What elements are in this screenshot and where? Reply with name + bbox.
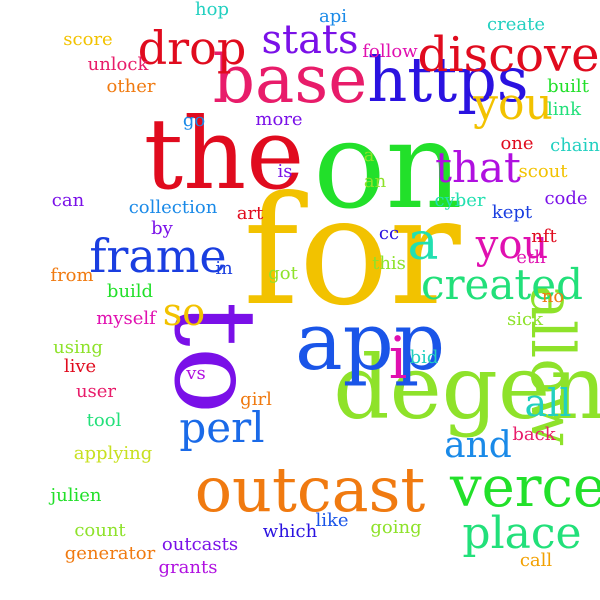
cloud-word: on bbox=[313, 97, 463, 236]
cloud-word: collection bbox=[128, 197, 218, 218]
cloud-word: discover bbox=[417, 27, 600, 83]
cloud-word: drop bbox=[137, 21, 247, 75]
cloud-word: unlock bbox=[87, 54, 149, 75]
cloud-word: code bbox=[544, 188, 588, 209]
cloud-word: grants bbox=[158, 557, 218, 578]
cloud-word: like bbox=[315, 510, 349, 531]
cloud-word: the bbox=[143, 98, 305, 212]
cloud-word: live bbox=[63, 356, 97, 377]
cloud-word: art bbox=[236, 203, 264, 224]
cloud-word: all bbox=[524, 381, 572, 425]
cloud-word: eth bbox=[516, 247, 546, 268]
cloud-word: stats bbox=[261, 17, 359, 63]
cloud-word: julien bbox=[50, 485, 102, 506]
cloud-word: create bbox=[487, 14, 545, 35]
cloud-word: api bbox=[318, 6, 348, 27]
cloud-word: user bbox=[75, 381, 117, 402]
cloud-word: go bbox=[182, 110, 206, 131]
cloud-word: using bbox=[53, 337, 103, 358]
cloud-word: verce bbox=[449, 455, 600, 520]
cloud-word: is bbox=[277, 161, 293, 182]
cloud-word: and bbox=[444, 425, 512, 466]
cloud-word: hop bbox=[195, 0, 229, 20]
cloud-word: that bbox=[435, 143, 521, 192]
cloud-word: a bbox=[407, 212, 439, 272]
cloud-word: app bbox=[294, 295, 446, 388]
cloud-word: nft bbox=[531, 226, 557, 247]
cloud-word: follow bbox=[362, 41, 418, 62]
cloud-word: going bbox=[370, 517, 422, 538]
cloud-word: myself bbox=[96, 308, 156, 329]
cloud-word: scout bbox=[518, 161, 568, 182]
cloud-word: one bbox=[500, 133, 534, 154]
cloud-word: an bbox=[363, 171, 387, 192]
cloud-word: perl bbox=[179, 403, 265, 452]
cloud-word: can bbox=[51, 190, 85, 211]
cloud-word: a bbox=[363, 145, 375, 166]
cloud-word: generator bbox=[64, 543, 156, 564]
cloud-word: https bbox=[367, 43, 529, 116]
cloud-word: vs bbox=[186, 363, 206, 384]
cloud-word: degen bbox=[333, 336, 600, 439]
cloud-word: base bbox=[212, 41, 368, 118]
cloud-word: cyber bbox=[434, 190, 486, 211]
cloud-word: created bbox=[420, 260, 584, 309]
cloud-word: bid bbox=[409, 347, 439, 368]
cloud-word: i bbox=[388, 324, 408, 392]
cloud-word: kept bbox=[491, 202, 533, 223]
cloud-word: call bbox=[519, 550, 553, 571]
cloud-word: from bbox=[50, 265, 94, 286]
cloud-word: back bbox=[512, 424, 556, 445]
cloud-word: applying bbox=[73, 443, 153, 464]
cloud-word: score bbox=[63, 29, 113, 50]
cloud-word: link bbox=[546, 99, 582, 120]
cloud-word: in bbox=[215, 258, 233, 279]
cloud-word: outcast bbox=[194, 453, 426, 526]
cloud-word: for bbox=[243, 165, 461, 339]
cloud-word: which bbox=[262, 521, 318, 542]
cloud-word: count bbox=[74, 520, 126, 541]
cloud-word: so bbox=[162, 290, 206, 334]
cloud-word: girl bbox=[240, 389, 272, 410]
cloud-word: got bbox=[268, 263, 298, 284]
cloud-word: more bbox=[255, 109, 303, 130]
cloud-word: you bbox=[473, 79, 553, 130]
cloud-word: sick bbox=[507, 309, 543, 330]
cloud-word: other bbox=[106, 76, 156, 97]
cloud-word: cc bbox=[378, 223, 400, 244]
cloud-word: outcasts bbox=[161, 534, 239, 555]
cloud-word: chain bbox=[550, 135, 600, 156]
cloud-word: no bbox=[541, 286, 565, 307]
cloud-word: build bbox=[106, 281, 154, 302]
cloud-word: you bbox=[475, 222, 549, 268]
cloud-word: tool bbox=[86, 410, 122, 431]
cloud-word: built bbox=[547, 76, 589, 97]
cloud-word: place bbox=[462, 508, 582, 559]
cloud-word: by bbox=[151, 218, 173, 239]
cloud-word: frame bbox=[89, 229, 227, 283]
cloud-word: this bbox=[372, 253, 406, 274]
